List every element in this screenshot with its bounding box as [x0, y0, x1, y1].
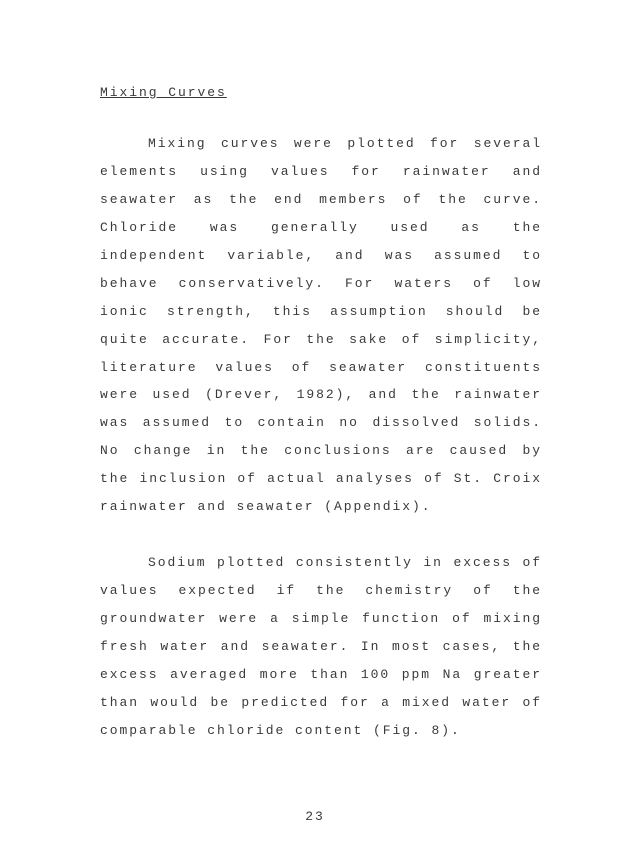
- section-heading: Mixing Curves: [100, 85, 542, 100]
- paragraph-2-text: Sodium plotted consistently in excess of…: [100, 555, 542, 738]
- paragraph-1-text: Mixing curves were plotted for several e…: [100, 136, 542, 514]
- paragraph-2: Sodium plotted consistently in excess of…: [100, 549, 542, 745]
- page-number: 23: [0, 809, 630, 824]
- paragraph-1: Mixing curves were plotted for several e…: [100, 130, 542, 521]
- document-page: Mixing Curves Mixing curves were plotted…: [0, 0, 630, 864]
